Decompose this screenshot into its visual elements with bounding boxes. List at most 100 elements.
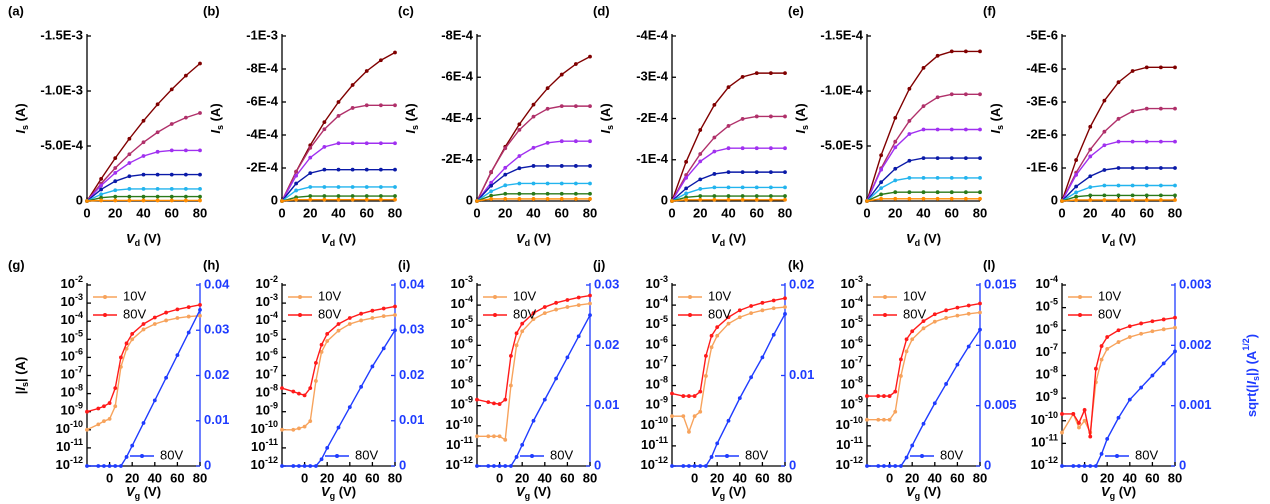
y-tick-label: 10-8 xyxy=(1036,365,1058,382)
x-tick-label: 0 xyxy=(496,470,503,485)
data-point xyxy=(1144,65,1149,70)
data-point xyxy=(520,442,525,447)
data-point xyxy=(520,329,525,334)
data-point xyxy=(85,464,89,468)
data-point xyxy=(1161,327,1166,332)
data-point xyxy=(113,170,118,175)
data-point xyxy=(183,115,188,120)
data-point xyxy=(935,190,940,195)
data-point xyxy=(364,69,369,73)
data-point xyxy=(1130,109,1135,114)
data-point xyxy=(1102,183,1107,188)
data-point xyxy=(113,166,118,170)
data-point xyxy=(944,316,948,320)
data-point xyxy=(475,464,479,468)
x-tick-label: 80 xyxy=(193,205,207,220)
data-point xyxy=(96,422,101,427)
data-point xyxy=(381,314,386,319)
data-point xyxy=(899,357,903,362)
label-part: (V) xyxy=(725,484,746,499)
label-part: I xyxy=(13,387,28,391)
y-tick-label: 10-9 xyxy=(451,395,473,412)
label-part: (V) xyxy=(140,484,161,499)
data-point xyxy=(1130,139,1135,144)
data-point xyxy=(1102,98,1107,103)
y-tick-label: 10-12 xyxy=(446,455,473,472)
label-part: s xyxy=(20,382,30,387)
data-point xyxy=(978,327,982,332)
data-point xyxy=(1082,418,1087,423)
data-point xyxy=(350,185,355,189)
data-point xyxy=(1144,193,1149,198)
y-tick-label: 10-4 xyxy=(841,294,863,311)
x-tick-label: 80 xyxy=(583,205,597,220)
data-point xyxy=(155,194,160,199)
legend-label: 10V xyxy=(1098,288,1121,303)
x-tick-label: 20 xyxy=(108,205,122,220)
x-tick-label: 80 xyxy=(778,205,792,220)
panel-label: (h) xyxy=(203,257,220,272)
data-point xyxy=(517,166,522,171)
label-part: d xyxy=(915,238,921,248)
data-point xyxy=(1116,193,1121,198)
data-point xyxy=(1150,373,1155,378)
data-point xyxy=(1116,183,1121,188)
data-point xyxy=(393,313,397,317)
data-point xyxy=(1116,328,1121,333)
x-tick-label: 20 xyxy=(303,205,317,220)
data-point xyxy=(531,145,536,150)
legend-label: 10V xyxy=(513,288,536,303)
data-point xyxy=(1144,166,1149,170)
x-tick-label: 60 xyxy=(950,470,964,485)
label-part: V xyxy=(906,231,916,246)
data-point xyxy=(554,300,558,305)
data-point xyxy=(865,417,869,422)
data-point xyxy=(127,187,132,191)
label-part: s xyxy=(995,125,1005,130)
data-point xyxy=(978,196,982,201)
data-point xyxy=(963,127,968,132)
data-point xyxy=(684,191,689,196)
data-point xyxy=(726,124,731,128)
y2-tick-label: 0.02 xyxy=(204,367,229,382)
y2-tick-label: 0.03 xyxy=(399,322,424,337)
y2-tick-label: 0 xyxy=(399,457,406,472)
y-tick-label: 10-10 xyxy=(641,415,668,432)
data-point xyxy=(347,405,352,410)
y2-tick-label: 0.005 xyxy=(984,397,1017,412)
data-point xyxy=(783,146,787,151)
data-point xyxy=(175,316,180,320)
data-point xyxy=(712,135,717,140)
data-point xyxy=(503,183,508,188)
data-point xyxy=(336,167,341,172)
x-tick-label: 20 xyxy=(125,470,139,485)
series-line xyxy=(1061,66,1175,202)
x-tick-label: 20 xyxy=(498,205,512,220)
y-tick-label: 10-5 xyxy=(646,315,668,332)
legend-label: 10V xyxy=(903,288,926,303)
y-tick-label: -4E-4 xyxy=(246,126,279,141)
data-point xyxy=(503,437,508,442)
panel-label: (b) xyxy=(203,3,220,18)
y-tick-label: -4E-6 xyxy=(1026,60,1058,75)
data-point xyxy=(1116,340,1121,344)
data-point xyxy=(1139,321,1143,326)
label-part: V xyxy=(126,231,136,246)
data-point xyxy=(1173,65,1177,70)
legend-label: 80V xyxy=(318,306,341,321)
data-point xyxy=(565,298,570,302)
y-tick-label: 10-9 xyxy=(841,395,863,412)
data-point xyxy=(347,316,352,320)
data-point xyxy=(155,149,160,154)
y2-tick-label: 0.01 xyxy=(204,412,229,427)
label-part: (V) xyxy=(335,231,356,246)
x-tick-label: 40 xyxy=(343,470,357,485)
y-tick-label: 10-6 xyxy=(256,347,278,364)
data-point xyxy=(893,389,898,394)
data-point xyxy=(531,181,536,186)
series-line xyxy=(282,329,396,467)
data-point xyxy=(1130,69,1135,73)
data-point xyxy=(949,92,954,97)
x-tick-label: 80 xyxy=(1168,205,1182,220)
